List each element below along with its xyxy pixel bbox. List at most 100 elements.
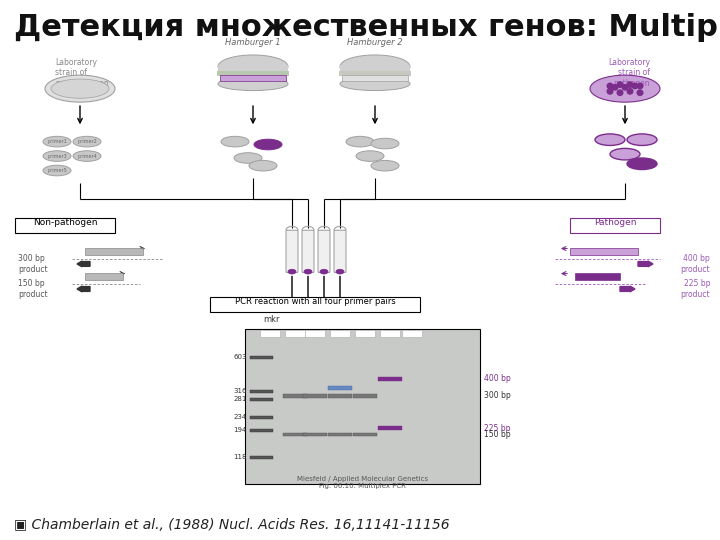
Bar	[245, 329, 480, 483]
Bar	[330, 330, 350, 337]
Circle shape	[617, 82, 623, 87]
Bar	[250, 416, 273, 419]
Bar	[250, 356, 273, 359]
FancyBboxPatch shape	[210, 296, 420, 312]
Bar	[402, 330, 422, 337]
Bar	[218, 65, 288, 74]
Text: 225 bp
product: 225 bp product	[680, 279, 710, 299]
Ellipse shape	[627, 158, 657, 170]
Text: 400 bp: 400 bp	[484, 374, 510, 383]
Text: 194: 194	[233, 427, 247, 433]
Text: 400 bp
product: 400 bp product	[680, 254, 710, 274]
Bar	[260, 330, 280, 337]
Bar	[303, 394, 327, 397]
Text: Hamburger 2: Hamburger 2	[347, 38, 402, 48]
Ellipse shape	[610, 148, 640, 160]
Bar	[328, 433, 352, 436]
Ellipse shape	[336, 269, 344, 274]
Text: Non-pathogen: Non-pathogen	[32, 218, 97, 227]
Text: ▣ Chamberlain et al., (1988) Nucl. Acids Res. 16,11141-11156: ▣ Chamberlain et al., (1988) Nucl. Acids…	[14, 518, 450, 532]
Text: 281: 281	[233, 396, 247, 402]
Ellipse shape	[221, 136, 249, 147]
Ellipse shape	[627, 134, 657, 145]
FancyBboxPatch shape	[318, 230, 330, 273]
Bar	[250, 456, 273, 459]
Text: PCR reaction with all four primer pairs: PCR reaction with all four primer pairs	[235, 298, 395, 306]
Circle shape	[622, 85, 628, 90]
Ellipse shape	[371, 138, 399, 149]
Bar	[380, 330, 400, 337]
Ellipse shape	[73, 151, 101, 161]
Bar	[570, 247, 638, 255]
Bar	[353, 433, 377, 436]
Text: Laboratory
strain of
non-pathogen: Laboratory strain of non-pathogen	[55, 58, 109, 87]
Bar	[283, 394, 307, 397]
Bar	[305, 330, 325, 337]
Text: 150 bp
product: 150 bp product	[18, 279, 48, 299]
Ellipse shape	[234, 153, 262, 163]
Circle shape	[617, 90, 623, 96]
Ellipse shape	[356, 151, 384, 161]
Text: Miesfeld / Applied Molecular Genetics
Fig. 06.10. Multiplex PCR: Miesfeld / Applied Molecular Genetics Fi…	[297, 476, 428, 489]
Text: primer2: primer2	[77, 139, 97, 144]
Ellipse shape	[595, 134, 625, 145]
Ellipse shape	[340, 55, 410, 78]
Bar	[250, 429, 273, 431]
Text: 234: 234	[234, 414, 247, 420]
Ellipse shape	[218, 77, 288, 91]
Bar	[85, 273, 123, 280]
Text: primer3: primer3	[47, 153, 67, 159]
Bar	[342, 75, 408, 81]
Ellipse shape	[590, 75, 660, 102]
Text: 603: 603	[233, 354, 247, 360]
Text: 316: 316	[233, 388, 247, 394]
Ellipse shape	[346, 136, 374, 147]
Bar	[353, 394, 377, 397]
Circle shape	[637, 90, 643, 96]
Bar	[378, 426, 402, 430]
FancyBboxPatch shape	[286, 230, 298, 273]
Ellipse shape	[288, 269, 296, 274]
Bar	[250, 390, 273, 393]
Bar	[85, 247, 143, 255]
Text: 300 bp
product: 300 bp product	[18, 254, 48, 274]
Text: 150 bp: 150 bp	[484, 430, 510, 438]
Bar	[575, 273, 620, 280]
Bar	[283, 433, 307, 436]
Bar	[328, 394, 352, 397]
Text: primer1: primer1	[47, 139, 67, 144]
Bar	[355, 330, 375, 337]
Circle shape	[607, 83, 613, 89]
FancyBboxPatch shape	[15, 218, 115, 233]
Ellipse shape	[43, 136, 71, 147]
Circle shape	[627, 89, 633, 94]
Text: Pathogen: Pathogen	[594, 218, 636, 227]
Ellipse shape	[304, 269, 312, 274]
Circle shape	[632, 83, 638, 89]
FancyArrow shape	[620, 286, 635, 292]
Bar	[378, 377, 402, 381]
Ellipse shape	[249, 160, 277, 171]
Ellipse shape	[320, 269, 328, 274]
Bar	[285, 330, 305, 337]
Ellipse shape	[43, 151, 71, 161]
FancyBboxPatch shape	[570, 218, 660, 233]
Bar	[303, 433, 327, 436]
Bar	[339, 71, 411, 76]
Ellipse shape	[371, 160, 399, 171]
FancyArrow shape	[77, 261, 90, 267]
Text: Детекция множественных генов: Multiplex PCR: Детекция множественных генов: Multiplex …	[14, 14, 720, 43]
Circle shape	[612, 85, 618, 90]
Bar	[250, 398, 273, 401]
Bar	[328, 386, 352, 390]
Circle shape	[607, 89, 613, 94]
FancyArrow shape	[638, 261, 653, 267]
FancyBboxPatch shape	[334, 230, 346, 273]
Text: 118: 118	[233, 454, 247, 460]
Bar	[340, 65, 410, 74]
Text: primer4: primer4	[77, 153, 97, 159]
Text: Hamburger 1: Hamburger 1	[225, 38, 281, 48]
Ellipse shape	[51, 79, 109, 98]
Ellipse shape	[218, 55, 288, 78]
Circle shape	[627, 82, 633, 87]
